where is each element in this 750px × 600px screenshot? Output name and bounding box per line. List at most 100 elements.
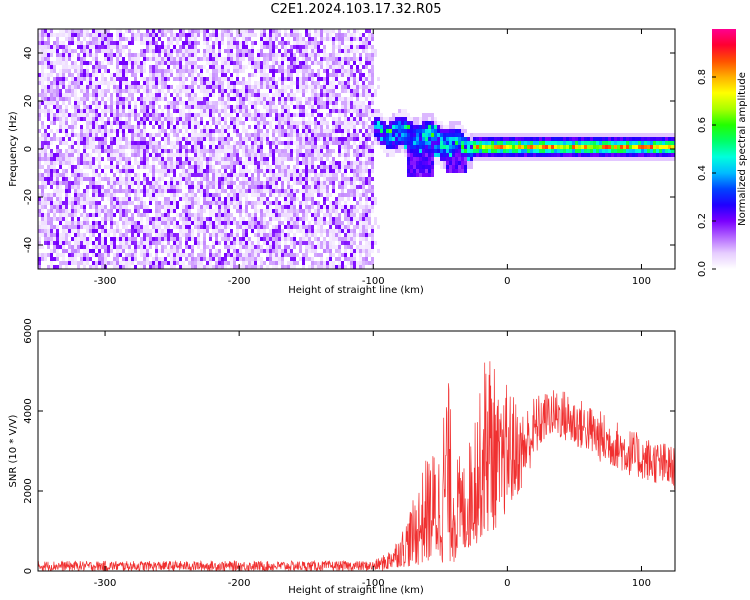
spectrogram-cell <box>104 37 107 41</box>
spectrogram-cell <box>218 209 221 213</box>
spectrogram-cell <box>161 217 164 221</box>
spectrogram-cell <box>203 225 206 229</box>
spectrogram-cell <box>125 185 128 189</box>
spectrogram-cell <box>320 149 323 153</box>
spectrogram-cell <box>146 133 149 137</box>
spectrogram-cell <box>59 113 62 117</box>
spectrogram-cell <box>167 149 170 153</box>
spectrogram-cell <box>311 257 314 261</box>
spectrogram-cell <box>77 97 80 101</box>
spectrogram-cell <box>269 37 272 41</box>
spectrogram-cell <box>95 145 98 149</box>
spectrogram-cell <box>227 57 230 61</box>
spectrogram-cell <box>251 29 254 33</box>
spectrogram-cell <box>104 257 107 261</box>
spectrogram-cell <box>311 129 314 133</box>
spectrogram-cell <box>92 161 95 165</box>
spectrogram-cell <box>227 245 230 249</box>
spectrogram-cell <box>155 97 158 101</box>
spectrogram-cell <box>170 29 173 33</box>
spectrogram-cell <box>77 153 80 157</box>
spectrogram-cell <box>275 117 278 121</box>
spectrogram-cell <box>131 221 134 225</box>
spectrogram-cell <box>137 181 140 185</box>
spectrogram-cell <box>149 105 152 109</box>
spectrogram-cell <box>179 37 182 41</box>
spectrogram-cell <box>104 41 107 45</box>
spectrogram-cell <box>182 121 185 125</box>
spectrogram-cell <box>239 253 242 257</box>
spectrogram-cell <box>218 93 221 97</box>
spectrogram-cell <box>182 173 185 177</box>
spectrogram-cell <box>47 89 50 93</box>
spectrogram-cell <box>236 45 239 49</box>
spectrogram-cell <box>155 157 158 161</box>
spectrogram-cell <box>86 141 89 145</box>
spectrogram-cell <box>134 85 137 89</box>
spectrogram-cell <box>275 241 278 245</box>
spectrogram-cell <box>62 169 65 173</box>
spectrogram-cell <box>248 161 251 165</box>
spectrogram-cell <box>53 245 56 249</box>
spectrogram-cell <box>74 121 77 125</box>
spectrogram-cell <box>206 57 209 61</box>
spectrogram-cell <box>248 53 251 57</box>
spectrogram-cell <box>311 77 314 81</box>
spectrogram-cell <box>230 213 233 217</box>
spectrogram-cell <box>143 225 146 229</box>
spectrogram-cell <box>107 33 110 37</box>
spectrogram-cell <box>122 89 125 93</box>
spectrogram-cell <box>107 29 110 33</box>
spectrogram-cell <box>176 181 179 185</box>
spectrogram-cell <box>50 129 53 133</box>
spectrogram-cell <box>281 37 284 41</box>
spectrogram-cell <box>281 265 284 269</box>
spectrogram-cell <box>212 85 215 89</box>
spectrogram-cell <box>248 77 251 81</box>
spectrogram-cell <box>122 177 125 181</box>
spectrogram-cell <box>287 65 290 69</box>
spectrogram-cell <box>314 53 317 57</box>
spectrogram-cell <box>179 165 182 169</box>
spectrogram-cell <box>137 65 140 69</box>
spectrogram-cell <box>245 149 248 153</box>
spectrogram-cell <box>224 137 227 141</box>
spectrogram-cell <box>311 217 314 221</box>
spectrogram-cell <box>116 229 119 233</box>
spectrogram-cell <box>251 33 254 37</box>
spectrogram-cell <box>344 117 347 121</box>
spectrogram-cell <box>302 241 305 245</box>
spectrogram-cell <box>116 205 119 209</box>
spectrogram-cell <box>242 153 245 157</box>
spectrogram-cell <box>326 149 329 153</box>
spectrogram-cell <box>305 85 308 89</box>
spectrogram-cell <box>224 157 227 161</box>
spectrogram-cell <box>56 93 59 97</box>
spectrogram-cell <box>287 201 290 205</box>
spectrogram-cell <box>146 97 149 101</box>
spectrogram-cell <box>329 229 332 233</box>
spectrogram-cell <box>134 125 137 129</box>
spectrogram-cell <box>92 45 95 49</box>
spectrogram-cell <box>347 209 350 213</box>
spectrogram-cell <box>209 133 212 137</box>
spectrogram-cell <box>326 133 329 137</box>
spectrogram-cell <box>83 241 86 245</box>
spectrogram-cell <box>308 193 311 197</box>
spectrogram-cell <box>185 129 188 133</box>
spectrogram-cell <box>215 221 218 225</box>
spectrogram-cell <box>302 121 305 125</box>
spectrogram-cell <box>269 85 272 89</box>
spectrogram-cell <box>344 57 347 61</box>
spectrogram-cell <box>131 225 134 229</box>
spectrogram-cell <box>188 121 191 125</box>
spectrogram-cell <box>161 185 164 189</box>
spectrogram-cell <box>113 201 116 205</box>
spectrogram-cell <box>218 153 221 157</box>
spectrogram-cell <box>122 169 125 173</box>
spectrogram-cell <box>323 221 326 225</box>
spectrogram-cell <box>119 101 122 105</box>
spectrogram-cell <box>206 125 209 129</box>
spectrogram-cell <box>260 153 263 157</box>
spectrogram-cell <box>335 97 338 101</box>
